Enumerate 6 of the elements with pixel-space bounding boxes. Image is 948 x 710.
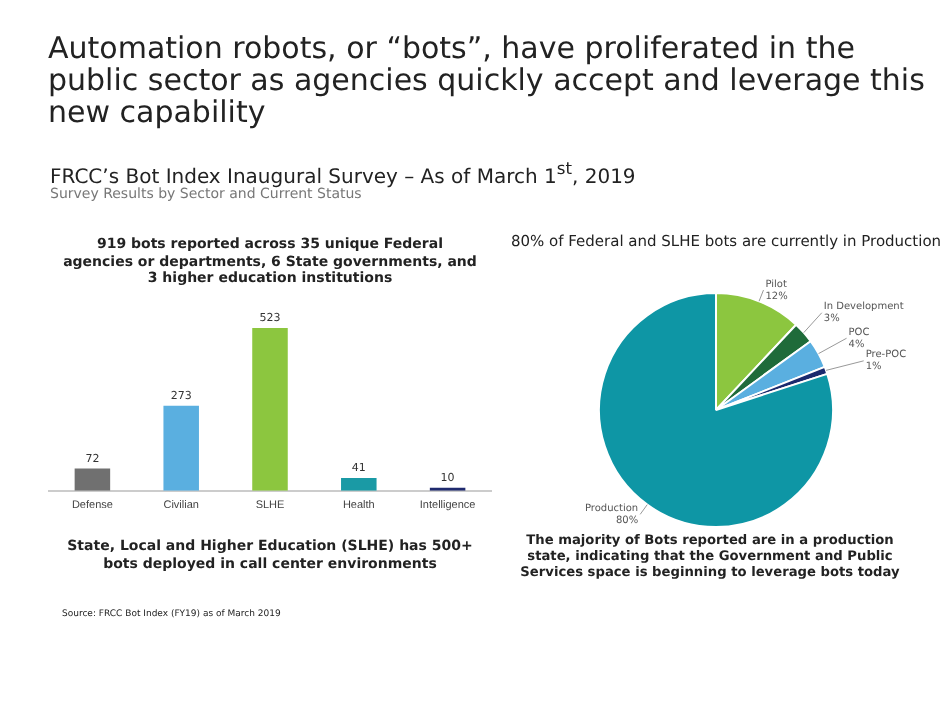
bar	[252, 327, 288, 491]
bar	[341, 478, 377, 491]
bar	[74, 468, 111, 491]
chart-subtitle: FRCC’s Bot Index Inaugural Survey – As of March 1$^{st}$, 2019	[50, 158, 636, 189]
bar	[163, 405, 199, 491]
chart-title: Automation robots, or “bots”, have proliferated in the public sector as agencies quickly accept and leverage this new capability	[48, 30, 927, 130]
